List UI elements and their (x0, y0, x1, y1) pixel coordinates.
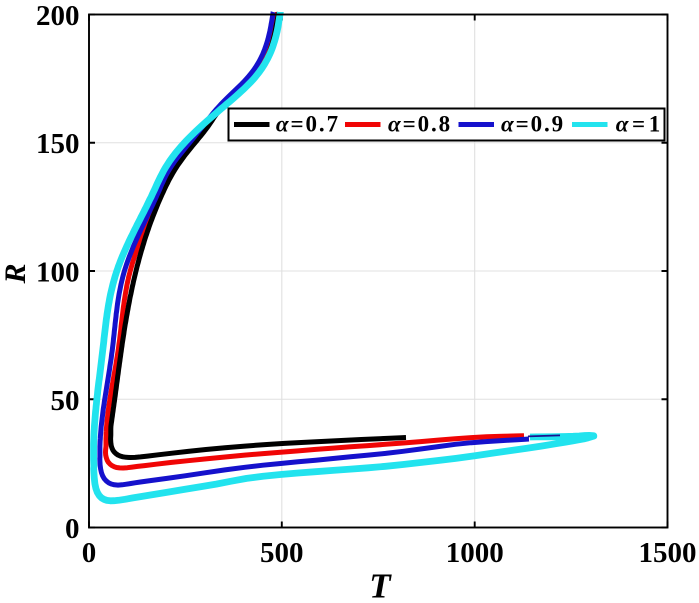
svg-text:T: T (369, 567, 392, 599)
svg-text:α=0.8: α=0.8 (388, 112, 452, 137)
svg-text:150: 150 (36, 128, 80, 160)
svg-text:500: 500 (260, 537, 304, 569)
svg-text:0: 0 (65, 513, 80, 545)
svg-text:α=0.9: α=0.9 (501, 112, 565, 137)
svg-text:1000: 1000 (446, 537, 504, 569)
svg-text:1500: 1500 (639, 537, 697, 569)
svg-text:0: 0 (82, 537, 97, 569)
svg-text:α=0.7: α=0.7 (276, 112, 340, 137)
svg-text:R: R (0, 263, 32, 284)
svg-text:50: 50 (51, 385, 80, 417)
svg-text:200: 200 (36, 0, 80, 32)
svg-text:α=1: α=1 (616, 112, 664, 137)
svg-text:100: 100 (36, 257, 80, 289)
